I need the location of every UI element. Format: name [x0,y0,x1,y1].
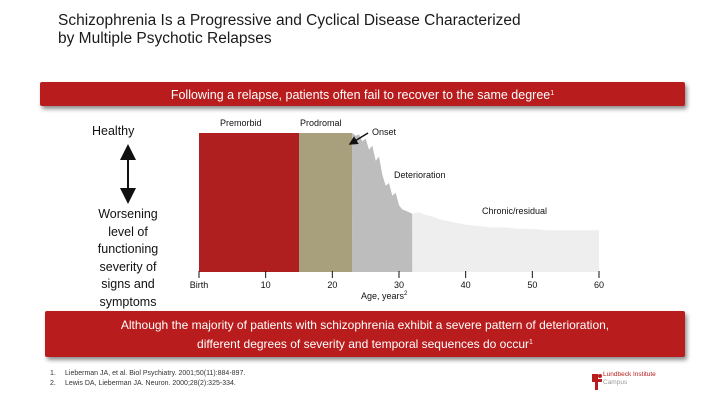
x-axis-title-ref: 2 [404,291,408,297]
area-chronic-residual [412,212,599,272]
page-title: Schizophrenia Is a Progressive and Cycli… [58,12,698,48]
healthy-label: Healthy [92,124,135,138]
logo-text: Lundbeck Institute Campus [603,371,656,387]
onset-arrow [348,132,369,145]
bottom-banner-line-2: different degrees of severity and tempor… [45,334,685,353]
area-prodromal [299,133,353,272]
top-banner-ref: 1 [550,90,555,97]
reference-item: 2. Lewis DA, Lieberman JA. Neuron. 2000;2… [50,379,245,389]
title-line-2: by Multiple Psychotic Relapses [58,30,272,47]
bottom-banner-ref: 1 [529,339,533,346]
lundbeck-logo-icon [592,374,602,390]
reference-text: Lewis DA, Lieberman JA. Neuron. 2000;28(… [65,380,236,387]
x-tick-label: 40 [461,280,471,290]
title-line-1: Schizophrenia Is a Progressive and Cycli… [58,12,521,29]
x-axis-ticks: Birth 10 20 30 40 50 60 [190,271,604,290]
x-axis-title: Age, years2 [361,291,407,301]
x-tick-label: 20 [327,280,337,290]
top-banner-text: Following a relapse, patients often fail… [170,88,551,102]
worsening-line: level of [108,224,148,239]
label-premorbid: Premorbid [220,118,262,128]
worsening-line: functioning [97,242,159,256]
worsening-label: Worsening level of functioning severity … [86,206,170,311]
reference-text: Lieberman JA, et al. Biol Psychiatry. 20… [65,370,246,377]
logo-line-2: Campus [603,379,628,386]
x-tick-label: Birth [190,280,209,290]
bottom-banner-line-1: Although the majority of patients with s… [120,318,610,332]
bottom-banner-line-2-text: different degrees of severity and tempor… [197,337,530,351]
area-deterioration [352,133,413,272]
worsening-line: Worsening [98,207,158,221]
reference-item: 1. Lieberman JA, et al. Biol Psychiatry. … [50,369,245,379]
reference-number: 1. [50,370,56,377]
x-tick-label: 60 [594,280,604,290]
label-deterioration: Deterioration [394,170,446,180]
area-premorbid [199,133,299,272]
worsening-line: severity of [99,259,157,274]
x-tick-label: 50 [527,280,537,290]
label-prodromal: Prodromal [300,118,342,128]
top-banner: Following a relapse, patients often fail… [40,82,685,106]
references: 1. Lieberman JA, et al. Biol Psychiatry. … [50,369,245,389]
reference-number: 2. [50,380,56,387]
label-onset: Onset [372,127,397,137]
x-axis-title-text: Age, years [361,291,405,301]
worsening-line: signs and [101,277,155,291]
chart-areas [199,133,599,272]
worsening-line: symptoms [99,294,157,309]
x-tick-label: 10 [261,280,271,290]
logo-line-1: Lundbeck Institute [603,371,656,378]
bottom-banner: Although the majority of patients with s… [45,311,685,357]
x-tick-label: 30 [394,280,404,290]
label-chronic: Chronic/residual [482,206,548,216]
